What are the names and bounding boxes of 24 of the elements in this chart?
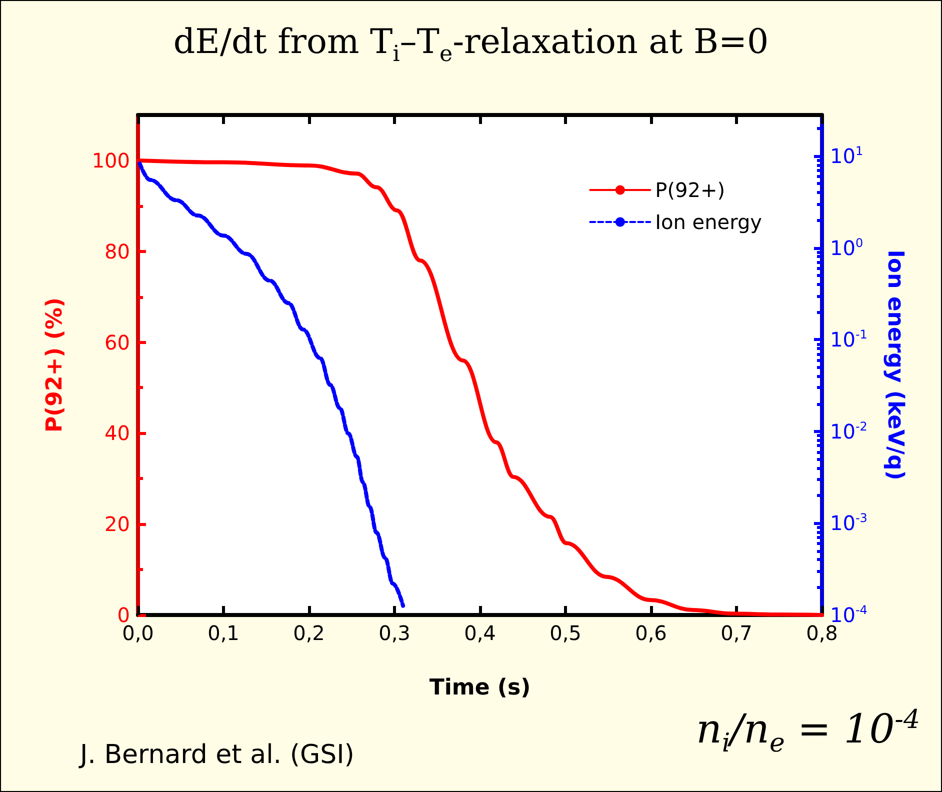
y-tick-label: 100 [92, 148, 130, 172]
chart-title: dE/dt from T$_{i}$–T$_{e}$-relaxation at B=0 [172, 22, 770, 67]
x-tick-label: 0,1 [208, 621, 240, 645]
x-tick-label: 0,6 [635, 621, 667, 645]
text: J. Bernard et al. (GSI) [80, 740, 354, 770]
legend-label: Ion energy [655, 210, 762, 234]
x-axis-title: Time (s) [429, 676, 531, 700]
legend-label: P(92+) [655, 178, 726, 202]
x-tick-label: 0,8 [806, 621, 838, 645]
y-tick-label: 80 [104, 239, 130, 264]
y-tick-label: 20 [104, 512, 130, 536]
x-tick-label: 0,2 [293, 621, 325, 645]
x-tick-label: 0,0 [122, 621, 154, 645]
x-tick-label: 0,4 [464, 621, 496, 645]
y2-axis-title: Ion energy (keV/q) [882, 250, 908, 480]
x-tick-label: 0,7 [720, 621, 752, 645]
y-axis-title: P(92+) (%) [42, 297, 68, 433]
y-tick-label: 40 [104, 421, 130, 446]
x-tick-label: 0,5 [550, 621, 582, 645]
y-tick-label: 60 [104, 330, 130, 354]
line-series [138, 161, 406, 608]
x-tick-label: 0,3 [378, 621, 410, 645]
line-series [136, 158, 824, 617]
text: n$_{i}$/n$_{e}$ = 10$^{-4}$ [696, 705, 920, 758]
